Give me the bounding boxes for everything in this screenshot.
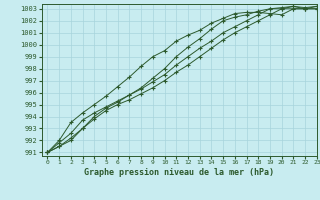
X-axis label: Graphe pression niveau de la mer (hPa): Graphe pression niveau de la mer (hPa) bbox=[84, 168, 274, 177]
